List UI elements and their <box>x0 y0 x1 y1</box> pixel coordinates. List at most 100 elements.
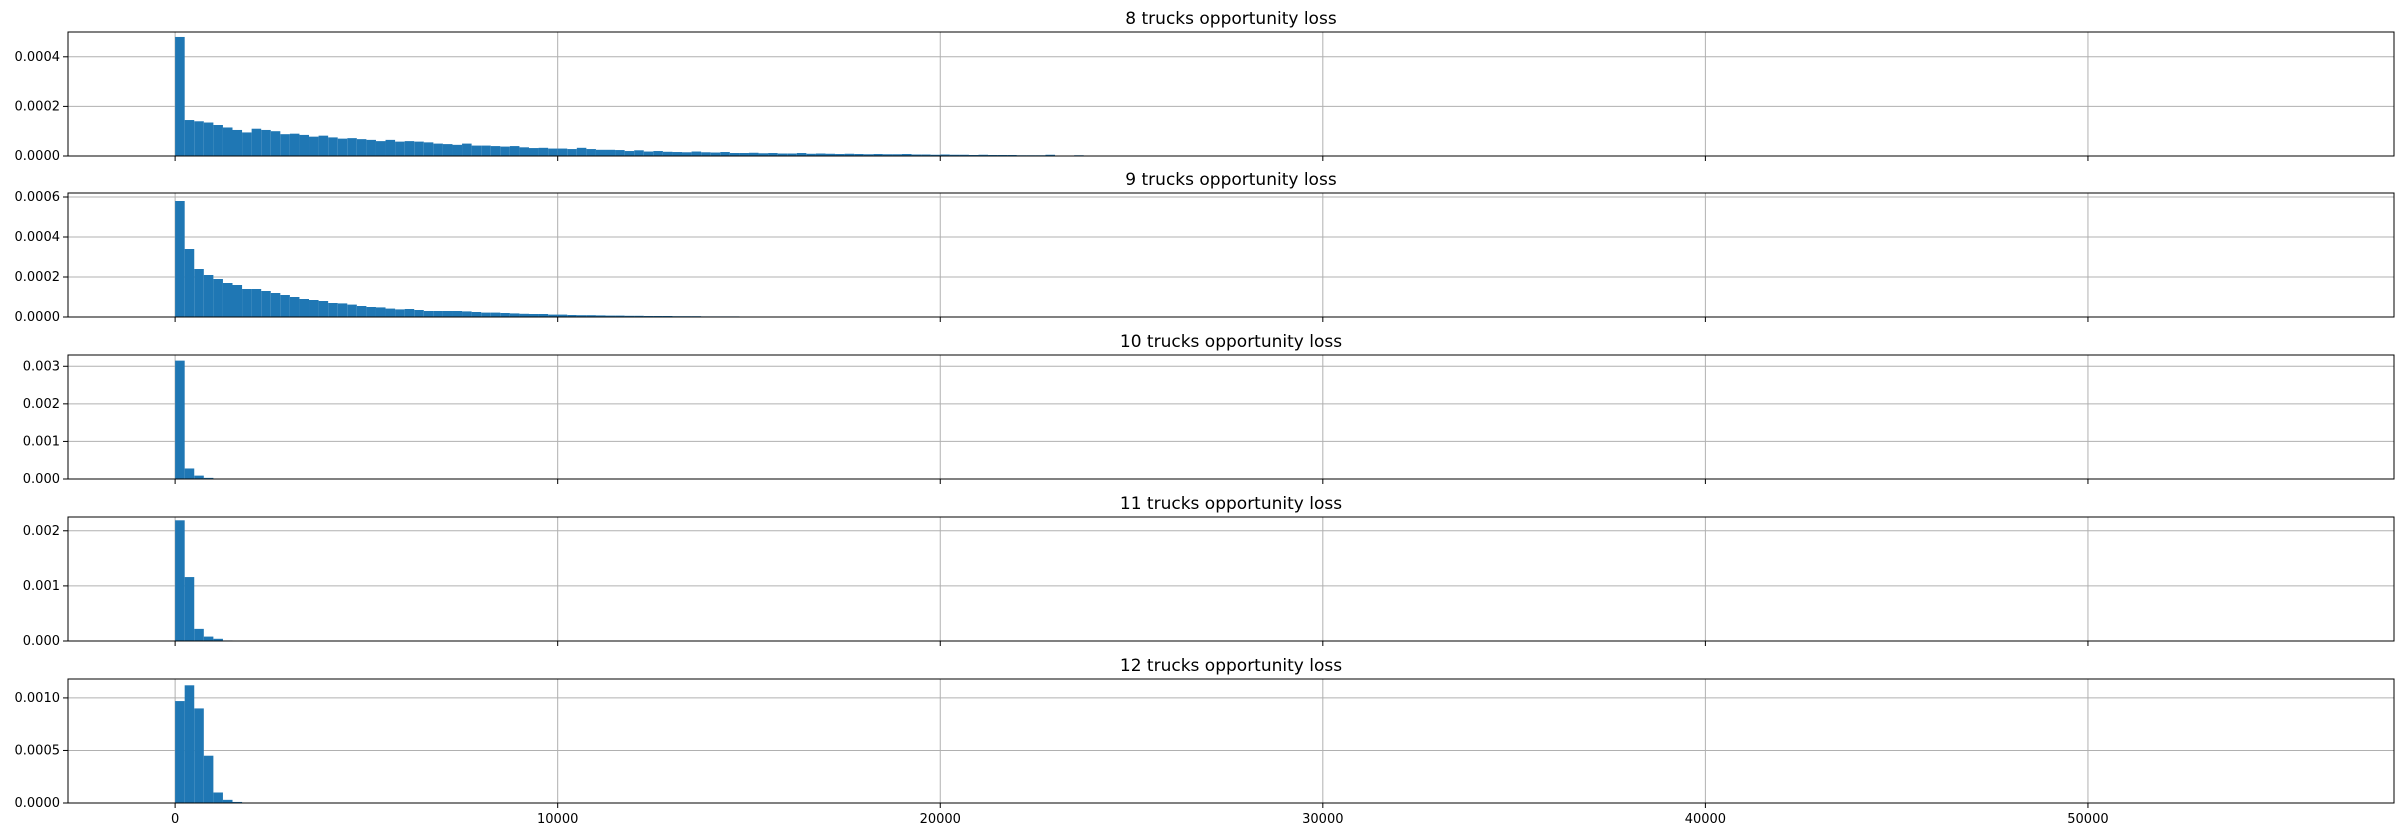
histogram-bar <box>213 279 223 317</box>
histogram-bar <box>194 121 204 156</box>
histogram-bar <box>624 151 635 156</box>
histogram-bar <box>873 154 883 156</box>
histogram-bar <box>385 139 396 156</box>
subplot-2-ticks: 0.0000 0.0002 0.0004 0.0006 <box>15 190 2089 325</box>
histogram-bar <box>835 154 845 156</box>
histogram-bar <box>748 152 759 156</box>
histogram-bar <box>978 154 989 156</box>
histogram-bar <box>739 153 749 156</box>
histogram-bar <box>911 154 922 156</box>
y-tick-label: 0.002 <box>23 397 60 412</box>
histogram-bar <box>270 131 281 156</box>
histogram-bar <box>538 147 549 156</box>
histogram-bar <box>251 289 262 317</box>
histogram-bar <box>471 312 482 317</box>
subplot-3-frame <box>67 354 2395 480</box>
histogram-bar <box>280 134 290 156</box>
histogram-bar <box>758 153 769 156</box>
histogram-bar <box>328 303 338 317</box>
subplot-4-title: 11 trucks opportunity loss <box>1120 494 1342 514</box>
histogram-bar <box>662 151 673 156</box>
histogram-bar <box>242 132 252 156</box>
histogram-bar <box>203 122 214 156</box>
histogram-bar <box>347 138 357 156</box>
histogram-bar <box>959 154 969 156</box>
x-tick-label: 0 <box>171 812 179 827</box>
histogram-bar <box>222 799 233 803</box>
histogram-bar <box>395 309 405 317</box>
histogram-bar <box>337 138 348 156</box>
histogram-bar <box>576 147 587 156</box>
histogram-bar <box>356 306 367 317</box>
histogram-bar <box>423 142 434 156</box>
histogram-bar <box>882 154 893 156</box>
histogram-bar <box>595 149 606 156</box>
histogram-bar <box>232 285 243 317</box>
histogram-bar <box>605 315 616 317</box>
histogram-bar <box>567 149 577 156</box>
histogram-bar <box>318 135 329 156</box>
histogram-bar <box>701 152 711 156</box>
histogram-bar <box>175 701 185 803</box>
subplot-1-ticks: 0.0000 0.0002 0.0004 <box>15 50 2089 164</box>
subplot-5: 0 10000 20000 30000 40000 50000 0.0000 0.0005 0.… <box>15 656 2395 827</box>
histogram-bar <box>921 154 931 156</box>
histogram-bar <box>1045 154 1056 156</box>
histogram-bar <box>548 314 558 317</box>
subplot-4-ticks: 0.000 0.001 0.002 <box>23 524 2089 649</box>
x-tick-label: 20000 <box>920 812 961 827</box>
y-tick-label: 0.0006 <box>15 190 61 205</box>
subplot-4: 0.000 0.001 0.002 11 trucks opportunity lo… <box>23 494 2395 649</box>
histogram-bar <box>500 146 510 156</box>
y-tick-label: 0.0002 <box>15 270 61 285</box>
histogram-bar <box>213 638 223 641</box>
histogram-bar <box>203 477 214 479</box>
histogram-bar <box>261 291 271 317</box>
histogram-bar <box>940 154 950 156</box>
y-tick-label: 0.0004 <box>15 230 61 245</box>
histogram-bar <box>595 315 606 317</box>
histogram-bar <box>863 154 874 156</box>
histogram-bar <box>203 636 214 641</box>
histogram-bar <box>672 152 683 156</box>
histogram-bar <box>289 133 300 156</box>
histogram-bar <box>309 300 319 317</box>
histogram-bar <box>481 145 491 156</box>
histogram-bar <box>768 153 778 156</box>
histogram-bar <box>854 154 864 156</box>
histogram-bar <box>184 685 195 803</box>
histogram-bar <box>442 311 453 317</box>
histogram-bar <box>175 201 185 317</box>
histogram-bar <box>691 151 702 156</box>
histogram-bar <box>796 153 807 156</box>
histogram-bar <box>892 154 902 156</box>
histogram-bar <box>318 301 329 317</box>
subplot-3: 0.000 0.001 0.002 0.003 10 trucks opportuni… <box>23 332 2395 487</box>
histogram-bar <box>844 153 855 156</box>
histogram-bar <box>175 36 185 156</box>
histogram-bar <box>423 311 434 317</box>
subplot-2: 0.0000 0.0002 0.0004 0.0006 9 trucks opport… <box>15 170 2395 325</box>
y-tick-label: 0.0000 <box>15 310 61 325</box>
histogram-bar <box>519 313 529 317</box>
histogram-bar <box>232 801 243 803</box>
histogram-bar <box>242 289 252 317</box>
histogram-bar <box>433 143 443 156</box>
histogram-bar <box>222 283 233 317</box>
subplot-1-bars <box>175 36 1409 156</box>
histogram-bar <box>442 144 453 156</box>
histogram-bar <box>280 295 290 317</box>
histogram-bar <box>528 148 539 156</box>
histogram-bar <box>586 149 596 156</box>
histogram-bar <box>615 150 625 156</box>
histogram-bar <box>710 152 721 156</box>
histogram-bar <box>194 628 204 641</box>
y-tick-label: 0.0000 <box>15 149 61 164</box>
histogram-bar <box>404 309 415 317</box>
histogram-bar <box>490 146 501 156</box>
x-tick-label: 10000 <box>537 812 578 827</box>
histogram-bar <box>586 315 596 317</box>
y-tick-label: 0.002 <box>23 524 60 539</box>
histogram-bar <box>462 311 472 317</box>
y-tick-label: 0.001 <box>23 434 60 449</box>
